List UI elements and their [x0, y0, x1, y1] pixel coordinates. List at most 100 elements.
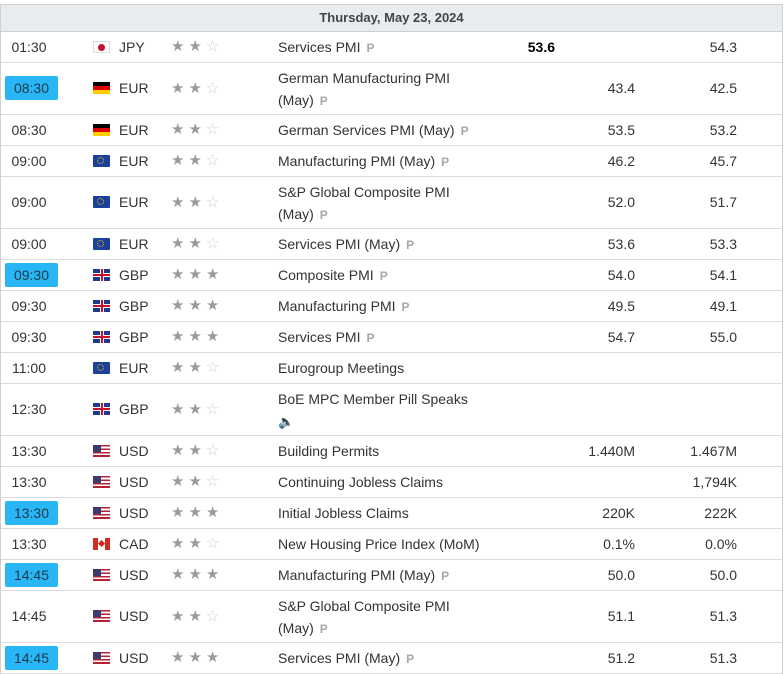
event-time: 09:30	[11, 329, 47, 345]
gb-flag-icon	[93, 403, 110, 415]
impact-stars: ★★☆	[171, 63, 223, 114]
event-title[interactable]: Continuing Jobless Claims	[278, 474, 443, 490]
event-name[interactable]: Eurogroup Meetings	[278, 353, 493, 383]
event-row[interactable]: 14:45 USD ★★★ Manufacturing PMI (May) P 50.0 5…	[1, 560, 782, 591]
currency-code: CAD	[119, 536, 149, 552]
event-title[interactable]: BoE MPC Member Pill Speaks	[278, 391, 468, 407]
us-flag-icon	[93, 569, 110, 581]
event-title[interactable]: Initial Jobless Claims	[278, 505, 409, 521]
event-name[interactable]: Composite PMI P	[278, 260, 493, 290]
previous-value: 45.7	[709, 153, 737, 169]
event-name[interactable]: BoE MPC Member Pill Speaks 🔈	[278, 388, 493, 433]
event-name[interactable]: Manufacturing PMI P	[278, 291, 493, 321]
event-time: 13:30	[11, 474, 47, 490]
star-empty-icon: ☆	[205, 608, 224, 625]
event-title[interactable]: Services PMI	[278, 39, 361, 55]
event-title[interactable]: New Housing Price Index (MoM)	[278, 536, 480, 552]
event-time: 09:00	[11, 153, 47, 169]
event-name[interactable]: New Housing Price Index (MoM)	[278, 529, 493, 559]
event-name[interactable]: Services PMI P	[278, 322, 493, 352]
star-filled-icon: ★	[171, 38, 189, 55]
event-name[interactable]: German Services PMI (May) P	[278, 115, 493, 145]
event-row[interactable]: 09:30 GBP ★★★ Composite PMI P 54.0 54.1	[1, 260, 782, 291]
event-title[interactable]: Manufacturing PMI (May)	[278, 567, 436, 583]
event-row[interactable]: 13:30 CAD ★★☆ New Housing Price Index (MoM)…	[1, 529, 782, 560]
event-title[interactable]: Services PMI	[278, 329, 361, 345]
currency-code: EUR	[119, 153, 149, 169]
event-row[interactable]: 14:45 USD ★★★ Services PMI (May) P 51.2 51.3	[1, 643, 782, 674]
event-row[interactable]: 14:45 USD ★★☆ S&P Global Composite PMI (May…	[1, 591, 782, 643]
event-row[interactable]: 13:30 USD ★★★ Initial Jobless Claims 220K 222…	[1, 498, 782, 529]
impact-stars: ★★☆	[171, 384, 223, 435]
forecast-value: 51.1	[607, 608, 635, 624]
event-name[interactable]: Initial Jobless Claims	[278, 498, 493, 528]
star-filled-icon: ★	[188, 328, 206, 345]
event-time: 11:00	[12, 360, 46, 376]
star-filled-icon: ★	[188, 566, 206, 583]
event-row[interactable]: 09:00 EUR ★★☆ S&P Global Composite PMI (May…	[1, 177, 782, 229]
event-row[interactable]: 08:30 EUR ★★☆ German Services PMI (May) P 53.…	[1, 115, 782, 146]
event-row[interactable]: 08:30 EUR ★★☆ German Manufacturing PMI (May…	[1, 63, 782, 115]
event-row[interactable]: 09:30 GBP ★★★ Services PMI P 54.7 55.0	[1, 322, 782, 353]
event-row[interactable]: 12:30 GBP ★★☆ BoE MPC Member Pill Speaks 🔈	[1, 384, 782, 436]
event-row[interactable]: 13:30 USD ★★☆ Continuing Jobless Claims 1,79…	[1, 467, 782, 498]
previous-value: 51.3	[709, 608, 737, 624]
currency-code: EUR	[119, 194, 149, 210]
us-flag-icon	[93, 445, 110, 457]
actual-value	[471, 643, 555, 673]
ca-flag-icon	[93, 538, 110, 550]
previous-value: 1.467M	[690, 443, 737, 459]
event-title[interactable]: Eurogroup Meetings	[278, 360, 405, 376]
event-title[interactable]: Services PMI (May)	[278, 236, 401, 252]
eu-flag-icon	[93, 196, 110, 208]
event-title[interactable]: Manufacturing PMI (May)	[278, 153, 436, 169]
event-row[interactable]: 09:00 EUR ★★☆ Services PMI (May) P 53.6 53.3	[1, 229, 782, 260]
event-name[interactable]: Building Permits	[278, 436, 493, 466]
preliminary-icon: P	[319, 208, 328, 222]
event-title[interactable]: S&P Global Composite PMI (May)	[278, 184, 450, 222]
event-name[interactable]: Manufacturing PMI (May) P	[278, 560, 493, 590]
star-filled-icon: ★	[205, 504, 224, 521]
star-filled-icon: ★	[188, 235, 206, 252]
currency-code: EUR	[119, 122, 149, 138]
event-name[interactable]: German Manufacturing PMI (May) P	[278, 67, 493, 112]
de-flag-icon	[93, 82, 110, 94]
star-filled-icon: ★	[188, 473, 206, 490]
event-title[interactable]: S&P Global Composite PMI (May)	[278, 598, 450, 636]
event-title[interactable]: German Services PMI (May)	[278, 122, 455, 138]
star-empty-icon: ☆	[205, 80, 224, 97]
actual-value	[471, 291, 555, 321]
event-title[interactable]: Composite PMI	[278, 267, 374, 283]
event-row[interactable]: 09:30 GBP ★★★ Manufacturing PMI P 49.5 49.1	[1, 291, 782, 322]
event-name[interactable]: S&P Global Composite PMI (May) P	[278, 595, 493, 640]
event-row[interactable]: 01:30 JPY ★★☆ Services PMI P 53.6 54.3	[1, 32, 782, 63]
event-name[interactable]: Manufacturing PMI (May) P	[278, 146, 493, 176]
forecast-value: 43.4	[607, 80, 635, 96]
actual-value	[471, 260, 555, 290]
currency-code: EUR	[119, 80, 149, 96]
event-title[interactable]: Building Permits	[278, 443, 380, 459]
event-row[interactable]: 13:30 USD ★★☆ Building Permits 1.440M 1.467M	[1, 436, 782, 467]
event-row[interactable]: 09:00 EUR ★★☆ Manufacturing PMI (May) P 46.2 4…	[1, 146, 782, 177]
actual-value	[471, 436, 555, 466]
event-title[interactable]: Manufacturing PMI	[278, 298, 396, 314]
event-row[interactable]: 11:00 EUR ★★☆ Eurogroup Meetings	[1, 353, 782, 384]
event-name[interactable]: Services PMI (May) P	[278, 229, 493, 259]
previous-value: 1,794K	[692, 474, 737, 490]
previous-value: 222K	[704, 505, 737, 521]
star-empty-icon: ☆	[205, 194, 224, 211]
event-time: 13:30	[11, 536, 47, 552]
event-title[interactable]: Services PMI (May)	[278, 650, 401, 666]
event-name[interactable]: Services PMI (May) P	[278, 643, 493, 673]
event-name[interactable]: Services PMI P	[278, 32, 493, 62]
star-filled-icon: ★	[188, 266, 206, 283]
event-title[interactable]: German Manufacturing PMI (May)	[278, 70, 450, 108]
star-filled-icon: ★	[188, 297, 206, 314]
event-name[interactable]: Continuing Jobless Claims	[278, 467, 493, 497]
event-name[interactable]: S&P Global Composite PMI (May) P	[278, 181, 493, 226]
de-flag-icon	[93, 124, 110, 136]
previous-value: 53.3	[709, 236, 737, 252]
currency-code: USD	[119, 567, 149, 583]
star-filled-icon: ★	[188, 649, 206, 666]
currency-code: EUR	[119, 360, 149, 376]
